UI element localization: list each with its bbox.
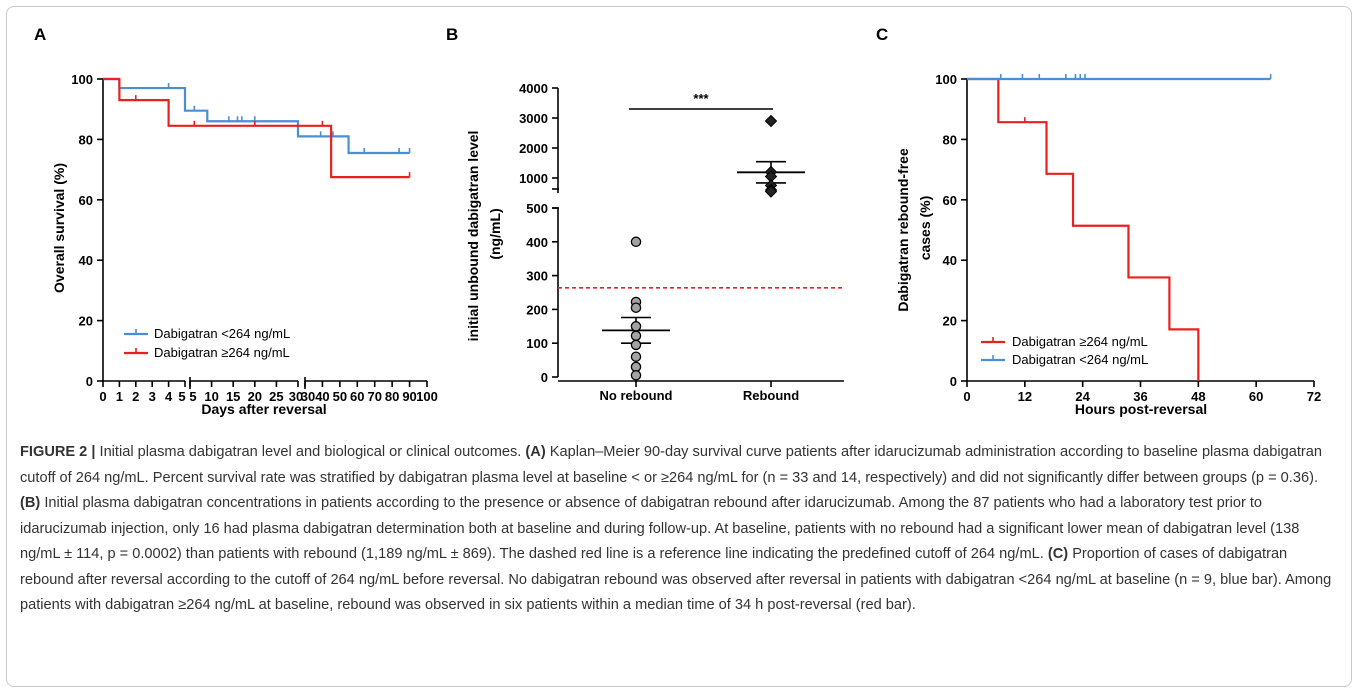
panel-label-c: C bbox=[876, 25, 888, 44]
panel-c-y-title-line1: Dabigatran rebound-free bbox=[895, 148, 911, 312]
figure-caption: FIGURE 2 | Initial plasma dabigatran lev… bbox=[20, 440, 1338, 619]
caption-part-c-label: (C) bbox=[1047, 546, 1069, 562]
panel-a-y-tick-label: 20 bbox=[79, 314, 93, 329]
panel-c-legend-label: Dabigatran ≥264 ng/mL bbox=[1012, 334, 1148, 349]
panel-a-x-tick-label: 20 bbox=[248, 389, 262, 404]
panel-c-y-tick-label: 100 bbox=[935, 72, 957, 87]
panel-a-x-tick-label: 70 bbox=[367, 389, 381, 404]
panel-b-scatter-chart: 0 100 200 300 400 500 1000 2000 3000 4000 No rebou… bbox=[519, 81, 844, 403]
panel-b-y-tick-label: 300 bbox=[526, 269, 548, 284]
panel-c-y-title: Dabigatran rebound-free cases (%) bbox=[895, 144, 933, 311]
panel-a-legend-label: Dabigatran ≥264 ng/mL bbox=[154, 345, 290, 360]
panel-b-y-title-line2: (ng/mL) bbox=[487, 208, 503, 259]
panel-b-y-tick-label: 500 bbox=[526, 201, 548, 216]
panel-a-y-tick-label: 100 bbox=[71, 72, 93, 87]
panel-c-x-tick-label: 24 bbox=[1075, 389, 1090, 404]
panel-a-x-title: Days after reversal bbox=[201, 401, 326, 417]
panel-b-y-tick-label: 2000 bbox=[519, 141, 548, 156]
panel-a-y-tick-label: 80 bbox=[79, 132, 93, 147]
caption-title: Initial plasma dabigatran level and biol… bbox=[99, 444, 522, 460]
panel-c-y-tick-label: 40 bbox=[943, 253, 957, 268]
panel-b-point-circle bbox=[630, 302, 642, 313]
panel-a-legend-label: Dabigatran <264 ng/mL bbox=[154, 326, 290, 341]
panel-b-point-circle bbox=[630, 351, 642, 362]
panel-c-x-tick-label: 72 bbox=[1307, 389, 1321, 404]
caption-part-c-text: Proportion of cases of dabigatran reboun… bbox=[20, 546, 1332, 613]
panel-c-y-tick-label: 80 bbox=[943, 132, 957, 147]
panel-c-y-tick-label: 0 bbox=[950, 374, 957, 389]
panel-a-x-tick-label: 2 bbox=[132, 389, 139, 404]
panel-a-x-tick-label: 1 bbox=[116, 389, 123, 404]
panel-c-x-tick-label: 36 bbox=[1133, 389, 1147, 404]
panel-a-x-tick-label: 60 bbox=[350, 389, 364, 404]
panel-a-x-tick-label: 100 bbox=[416, 389, 438, 404]
panel-b-point-circle bbox=[630, 321, 642, 332]
panel-b-point-diamond bbox=[764, 114, 778, 128]
panel-c-series-line-red bbox=[967, 77, 1200, 381]
panel-a-x-tick-label: 15 bbox=[226, 389, 240, 404]
panel-b-significance-label: *** bbox=[693, 91, 709, 106]
panel-a-y-tick-label: 0 bbox=[86, 374, 93, 389]
panel-label-a: A bbox=[34, 25, 46, 44]
panel-b-point-circle bbox=[630, 236, 642, 248]
panel-b-x-tick-label: No rebound bbox=[600, 388, 673, 403]
panel-b-y-tick-label: 200 bbox=[526, 302, 548, 317]
panel-a-x-tick-label: 50 bbox=[333, 389, 347, 404]
panel-c-x-tick-label: 60 bbox=[1249, 389, 1263, 404]
panel-b-point-circle bbox=[630, 339, 642, 351]
panel-a-x-tick-label: 80 bbox=[385, 389, 399, 404]
panel-b-x-tick-label: Rebound bbox=[743, 388, 799, 403]
panel-b-y-tick-label: 1000 bbox=[519, 171, 548, 186]
panel-b-y-tick-label: 0 bbox=[541, 370, 548, 385]
panel-c-x-tick-label: 12 bbox=[1018, 389, 1032, 404]
figure-label: FIGURE 2 | bbox=[20, 444, 96, 460]
panel-c-y-tick-label: 60 bbox=[943, 193, 957, 208]
panel-b-y-tick-label: 3000 bbox=[519, 111, 548, 126]
panel-a-y-title: Overall survival (%) bbox=[51, 163, 67, 293]
panel-a-x-tick-label: 3 bbox=[149, 389, 156, 404]
panel-a-x-tick-label: 5 bbox=[178, 389, 185, 404]
panel-a-x-tick-label: 90 bbox=[402, 389, 416, 404]
panel-c-legend-label: Dabigatran <264 ng/mL bbox=[1012, 352, 1148, 367]
panel-a-y-tick-label: 40 bbox=[79, 253, 93, 268]
panel-label-b: B bbox=[446, 25, 458, 44]
panel-b-point-circle bbox=[630, 370, 642, 381]
panel-c-y-title-line2: cases (%) bbox=[917, 196, 933, 261]
caption-part-b-label: (B) bbox=[20, 495, 41, 511]
panel-a-series-line-blue bbox=[103, 77, 410, 155]
panel-b-y-tick-label: 4000 bbox=[519, 81, 548, 96]
panel-a-series-line-red bbox=[103, 77, 410, 179]
panel-b-y-title: initial unbound dabigatran level (ng/mL) bbox=[465, 127, 503, 342]
panel-a-y-tick-label: 60 bbox=[79, 193, 93, 208]
panel-b-y-title-line1: initial unbound dabigatran level bbox=[465, 131, 481, 342]
panel-b-point-circle bbox=[630, 330, 642, 342]
caption-part-b-text: Initial plasma dabigatran concentrations… bbox=[20, 495, 1300, 562]
caption-part-a-label: (A) bbox=[525, 444, 546, 460]
panel-c-x-tick-label: 48 bbox=[1191, 389, 1205, 404]
panel-a-x-tick-label: 5 bbox=[189, 389, 196, 404]
panel-c-x-title: Hours post-reversal bbox=[1075, 401, 1207, 417]
panel-a-x-tick-label: 40 bbox=[315, 389, 329, 404]
panel-c-y-tick-label: 20 bbox=[943, 314, 957, 329]
panel-a-x-tick-label: 0 bbox=[99, 389, 106, 404]
panel-a-x-tick-label: 4 bbox=[165, 389, 173, 404]
panel-a-x-tick-label: 10 bbox=[204, 389, 218, 404]
panel-a-x-tick-label: 30 bbox=[301, 389, 315, 404]
panel-b-point-diamond bbox=[764, 185, 778, 198]
panel-c-x-tick-label: 0 bbox=[963, 389, 970, 404]
figure-frame bbox=[6, 6, 1352, 687]
panel-a-x-tick-label: 30 bbox=[289, 389, 303, 404]
panel-b-y-tick-label: 100 bbox=[526, 336, 548, 351]
panel-c-rebound-chart: 0 20 40 60 80 100 0 12 24 36 48 60 72 Dabigatran ≥264… bbox=[935, 72, 1321, 404]
caption-part-a-text: Kaplan–Meier 90-day survival curve patie… bbox=[20, 444, 1323, 486]
panel-a-x-tick-label: 25 bbox=[269, 389, 283, 404]
panel-b-y-tick-label: 400 bbox=[526, 235, 548, 250]
